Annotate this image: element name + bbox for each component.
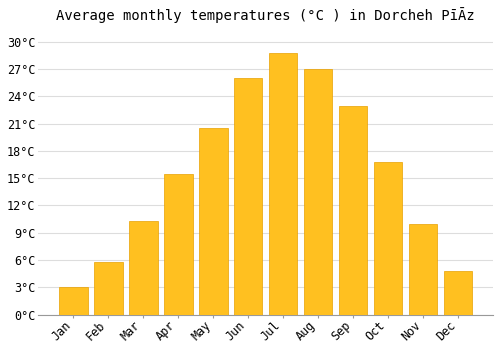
Bar (304, 69, 332, 315)
Bar (269, 53, 298, 315)
Bar (234, 78, 262, 315)
Bar (199, 128, 228, 315)
Bar (408, 224, 438, 315)
Title: Average monthly temperatures (°C ) in Dorcheh PīĀz: Average monthly temperatures (°C ) in Do… (56, 7, 475, 23)
Bar (164, 174, 192, 315)
Bar (374, 162, 402, 315)
Bar (94, 262, 122, 315)
Bar (444, 271, 472, 315)
Bar (59, 287, 88, 315)
Bar (339, 105, 368, 315)
Bar (129, 221, 158, 315)
